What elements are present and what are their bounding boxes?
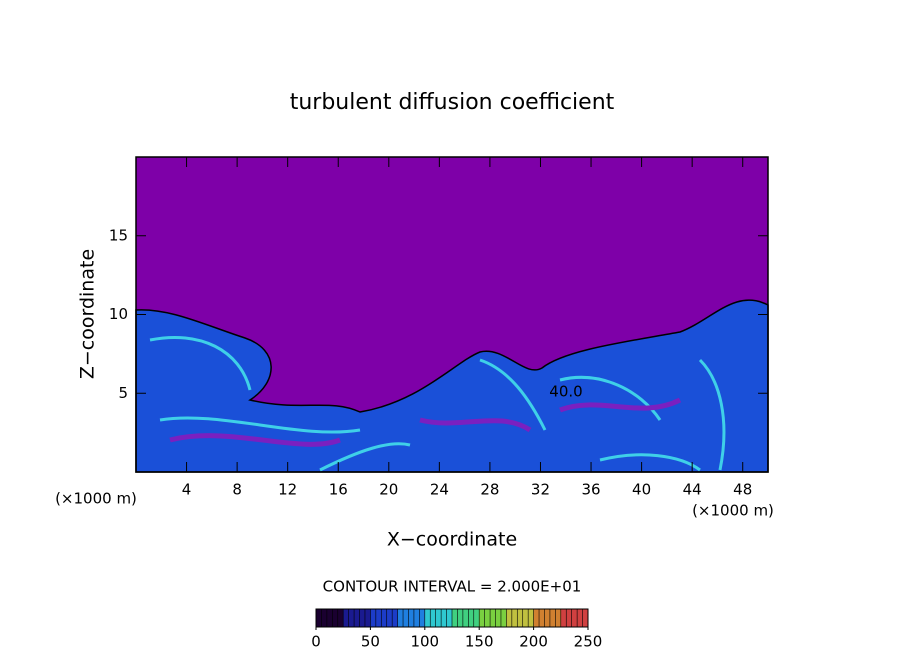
- y-axis-label: Z−coordinate: [77, 249, 99, 379]
- colorbar-segment: [424, 609, 453, 627]
- x-tick-label: 32: [531, 481, 550, 499]
- x-unit-label: (×1000 m): [692, 502, 774, 520]
- colorbar-tick-label: 200: [519, 633, 548, 651]
- colorbar-segment: [397, 609, 426, 627]
- colorbar-tick-label: 150: [465, 633, 494, 651]
- x-tick-label: 12: [278, 481, 297, 499]
- y-tick-label: 15: [109, 226, 128, 244]
- y-tick-label: 10: [109, 305, 128, 323]
- x-tick-label: 8: [232, 481, 242, 499]
- x-tick-label: 36: [581, 481, 600, 499]
- x-tick-label: 16: [329, 481, 348, 499]
- x-unit-label: (×1000 m): [55, 490, 137, 508]
- x-tick-label: 40: [632, 481, 651, 499]
- colorbar-segment: [560, 609, 589, 627]
- high-value-streak: [149, 335, 726, 472]
- colorbar-segment: [343, 609, 371, 627]
- colorbar-segment: [533, 609, 562, 627]
- colorbar-tick-label: 50: [361, 633, 380, 651]
- colorbar-tick-label: 250: [574, 633, 603, 651]
- low-value-streak: [169, 397, 682, 447]
- y-tick-label: 5: [118, 384, 128, 402]
- x-tick-label: 28: [480, 481, 499, 499]
- x-tick-label: 44: [683, 481, 702, 499]
- x-tick-label: 20: [379, 481, 398, 499]
- chart-title: turbulent diffusion coefficient: [290, 90, 615, 115]
- colorbar-segment: [479, 609, 507, 627]
- x-tick-label: 24: [430, 481, 449, 499]
- colorbar-segment: [452, 609, 480, 627]
- field: [135, 157, 769, 473]
- colorbar-segment: [370, 609, 399, 627]
- contour-label: 40.0: [549, 383, 582, 401]
- colorbar-tick-label: 100: [410, 633, 439, 651]
- x-axis-label: X−coordinate: [387, 529, 517, 551]
- x-tick-label: 4: [182, 481, 192, 499]
- x-tick-label: 48: [733, 481, 752, 499]
- colorbar-segment: [506, 609, 535, 627]
- colorbar-tick-label: 0: [311, 633, 321, 651]
- colorbar-segment: [316, 609, 344, 627]
- contour-interval: CONTOUR INTERVAL = 2.000E+01: [323, 578, 582, 596]
- colorbar-frame: [315, 608, 589, 628]
